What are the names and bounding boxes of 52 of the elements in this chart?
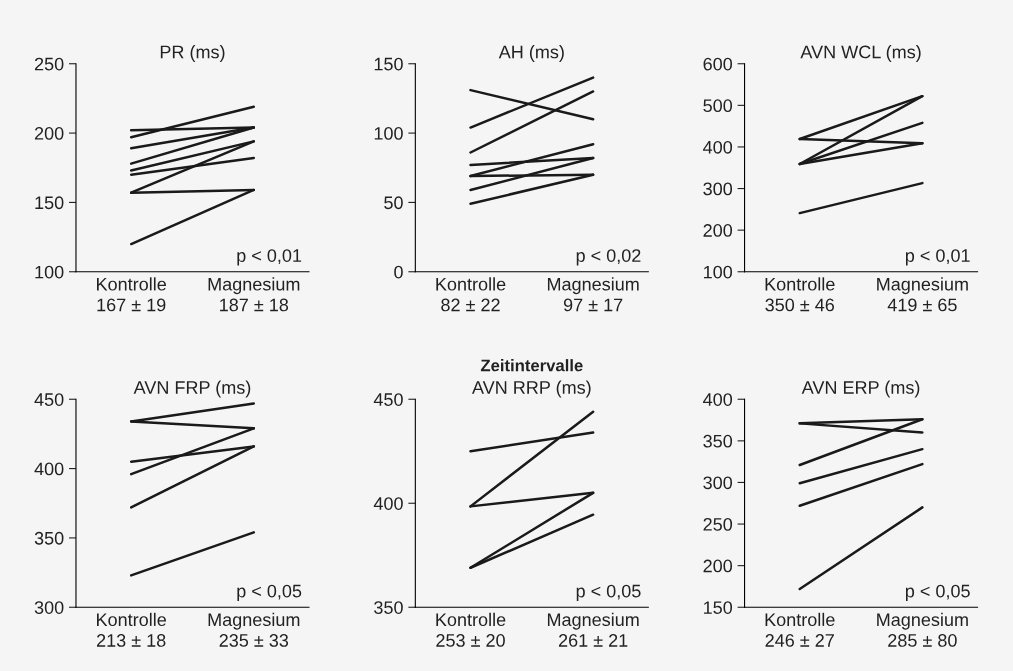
y-tick-label: 350 (34, 531, 64, 545)
x-tick-label: Kontrolle 213 ± 18 (96, 612, 166, 647)
chart-title: AVN RRP (ms) (472, 380, 591, 398)
x-tick-label: Magnesium 97 ± 17 (547, 277, 639, 312)
chart-title: AH (ms) (498, 45, 564, 62)
x-tick-label: Kontrolle 253 ± 20 (436, 612, 506, 647)
x-tick-label: Magnesium 235 ± 33 (208, 612, 300, 647)
annotation: p < 0,02 (576, 249, 641, 266)
y-tick-label: 400 (34, 462, 64, 476)
y-tick-label: 250 (703, 517, 733, 531)
y-tick-label: 250 (34, 57, 64, 71)
y-tick-label: 450 (34, 393, 64, 406)
chart-title: AVN FRP (ms) (133, 380, 251, 398)
y-tick-label: 300 (703, 476, 733, 490)
y-tick-label: 200 (703, 559, 733, 573)
text: Zeitintervalle (480, 359, 583, 372)
annotation: p < 0,05 (237, 584, 302, 602)
x-tick-label: Magnesium 419 ± 65 (877, 277, 968, 312)
y-tick-label: 0 (394, 265, 403, 279)
x-tick-label: Kontrolle 246 ± 27 (765, 612, 835, 647)
annotation: p < 0,01 (237, 249, 302, 266)
y-tick-label: 100 (704, 265, 733, 279)
annotation: p < 0,05 (576, 584, 641, 602)
x-tick-label: Kontrolle 350 ± 46 (765, 277, 835, 312)
y-tick-label: 450 (373, 393, 403, 406)
x-tick-label: Magnesium 285 ± 80 (877, 612, 968, 647)
y-tick-label: 600 (703, 57, 733, 71)
y-tick-label: 200 (34, 127, 64, 140)
y-tick-label: 300 (34, 601, 64, 614)
y-tick-label: 350 (374, 601, 403, 614)
y-tick-label: 400 (373, 497, 403, 510)
y-tick-label: 400 (703, 140, 733, 154)
y-tick-label: 500 (703, 99, 733, 113)
y-tick-label: 50 (384, 196, 403, 210)
chart-title: AVN WCL (ms) (800, 45, 921, 62)
y-tick-label: 150 (35, 196, 64, 210)
y-tick-label: 350 (703, 434, 733, 448)
y-tick-label: 200 (703, 224, 733, 237)
annotation: p < 0,01 (905, 249, 970, 266)
x-tick-label: Magnesium 261 ± 21 (547, 612, 639, 647)
x-tick-label: Kontrolle 167 ± 19 (97, 277, 166, 312)
y-tick-label: 150 (704, 601, 733, 614)
x-tick-label: Magnesium 187 ± 18 (208, 277, 300, 312)
chart-title: AVN ERP (ms) (801, 380, 920, 398)
y-tick-label: 400 (703, 393, 733, 406)
annotation: p < 0,05 (905, 584, 970, 602)
y-tick-label: 100 (35, 265, 64, 279)
y-tick-label: 100 (374, 127, 403, 140)
y-tick-label: 300 (703, 182, 733, 196)
y-tick-label: 150 (374, 57, 403, 71)
chart-title: PR (ms) (160, 45, 225, 62)
x-tick-label: Kontrolle 82 ± 22 (436, 277, 506, 312)
